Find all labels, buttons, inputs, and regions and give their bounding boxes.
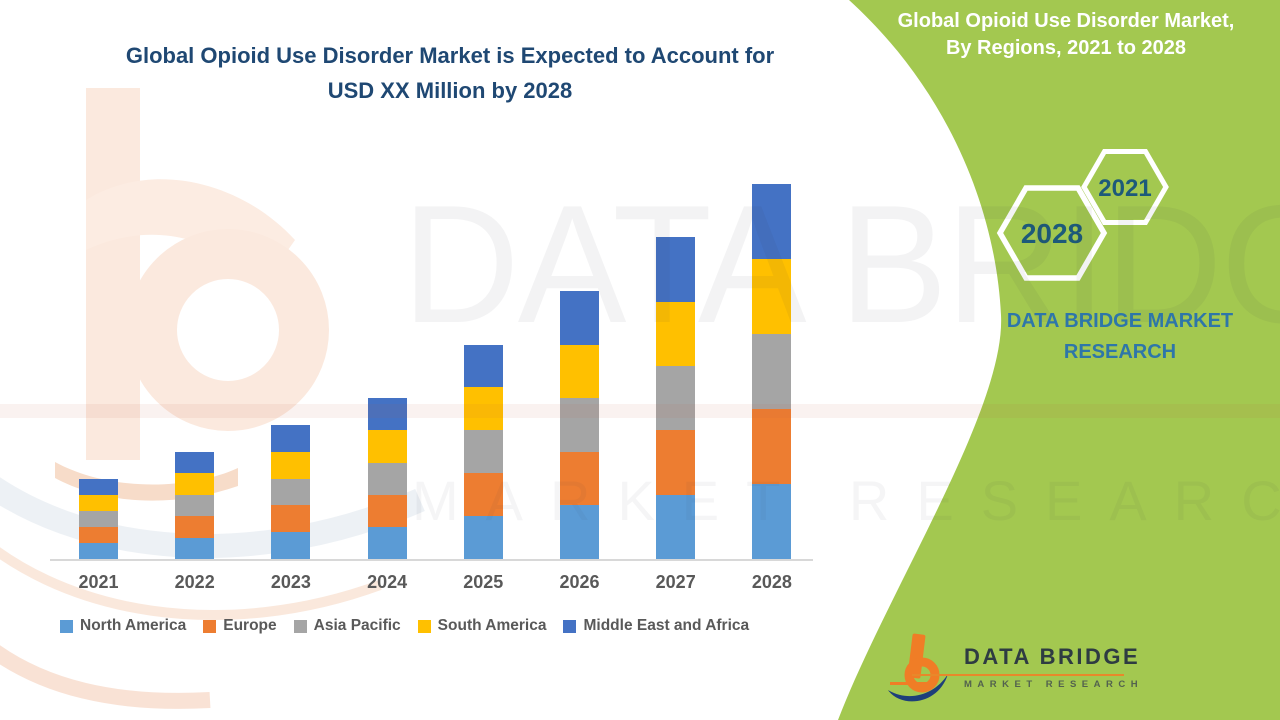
chart-title-line1: Global Opioid Use Disorder Market is Exp…: [125, 43, 775, 68]
legend-swatch-icon: [60, 619, 73, 633]
x-axis-label-2021: 2021: [78, 572, 119, 592]
brand-text-line2: RESEARCH: [1063, 341, 1177, 363]
chart-title-line2: USD XX Million by 2028: [327, 78, 573, 103]
chart-legend: North America Europe Asia Pacific South Ame…: [60, 617, 749, 635]
x-axis-label-2024: 2024: [367, 572, 408, 592]
bar-segment-2027-europe: [656, 430, 696, 495]
bar-segment-2026-north-america: [560, 505, 599, 559]
legend-item-asia-pacific: Asia Pacific: [293, 617, 401, 635]
bar-segment-2026-asia-pacific: [560, 398, 599, 452]
legend-swatch-icon: [293, 619, 307, 633]
data-bridge-b-watermark: [0, 88, 425, 709]
bar-segment-2021-middle-east-and-africa: [79, 478, 118, 495]
legend-swatch-icon: [203, 619, 217, 633]
logo-rule: [912, 674, 1124, 676]
panel-header-line2: By Regions, 2021 to 2028: [945, 37, 1187, 59]
bar-segment-2023-asia-pacific: [271, 478, 311, 506]
data-bridge-logo-icon: [888, 633, 948, 702]
bar-segment-2027-south-america: [656, 301, 696, 367]
bar-segment-2027-north-america: [656, 494, 696, 559]
bar-segment-2023-europe: [271, 505, 311, 533]
bar-segment-2023-south-america: [271, 451, 311, 479]
legend-label: Middle East and Africa: [583, 617, 750, 634]
year-hexagons: 2021 2028: [996, 149, 1169, 281]
panel-header: Global Opioid Use Disorder Market, By Re…: [856, 8, 1276, 62]
bar-segment-2025-north-america: [463, 516, 503, 559]
legend-swatch-icon: [563, 619, 577, 633]
legend-label: South America: [437, 617, 547, 634]
x-axis-label-2022: 2022: [174, 572, 215, 592]
logo-subtitle: MARKET RESEARCH: [964, 679, 1144, 690]
bar-segment-2021-asia-pacific: [79, 510, 118, 527]
x-axis-label-2025: 2025: [463, 572, 504, 592]
legend-item-middle-east-and-africa: Middle East and Africa: [563, 617, 749, 635]
bar-segment-2026-europe: [560, 451, 599, 506]
bar-segment-2028-europe: [752, 408, 792, 484]
panel-header-line1: Global Opioid Use Disorder Market,: [897, 10, 1235, 32]
hexagon-2021-label: 2021: [1098, 175, 1151, 202]
x-axis-line: [50, 559, 813, 561]
bar-segment-2027-middle-east-and-africa: [656, 237, 696, 302]
legend-item-north-america: North America: [60, 617, 186, 635]
legend-item-europe: Europe: [203, 617, 277, 635]
bar-segment-2023-north-america: [271, 532, 311, 559]
legend-label: Asia Pacific: [313, 617, 401, 634]
x-axis-label-2027: 2027: [655, 572, 696, 592]
bar-segment-2026-middle-east-and-africa: [560, 291, 599, 345]
bar-segment-2024-north-america: [367, 526, 407, 559]
legend-label: North America: [80, 617, 187, 634]
data-bridge-logo: DATA BRIDGE MARKET RESEARCH: [888, 632, 1143, 704]
bar-segment-2028-asia-pacific: [752, 333, 792, 409]
bar-segment-2027-asia-pacific: [656, 366, 696, 431]
bar-segment-2024-south-america: [367, 430, 407, 463]
bar-segment-2025-asia-pacific: [463, 430, 503, 474]
bar-segment-2022-europe: [175, 516, 215, 538]
bar-segment-2028-middle-east-and-africa: [752, 183, 792, 259]
legend-swatch-icon: [417, 619, 431, 633]
bar-segment-2024-europe: [367, 494, 407, 527]
logo-name: DATA BRIDGE: [964, 644, 1141, 669]
legend-label: Europe: [223, 617, 277, 634]
bar-segment-2022-middle-east-and-africa: [175, 451, 215, 474]
hexagon-2028-label: 2028: [1021, 218, 1083, 249]
bar-segment-2022-north-america: [175, 537, 215, 559]
x-axis-label-2026: 2026: [559, 572, 600, 592]
bar-segment-2021-south-america: [79, 494, 118, 511]
bar-segment-2026-south-america: [560, 344, 599, 399]
legend-item-south-america: South America: [417, 617, 547, 635]
bar-segment-2022-south-america: [175, 473, 215, 495]
bar-segment-2025-middle-east-and-africa: [463, 344, 503, 388]
bar-segment-2024-asia-pacific: [367, 462, 407, 495]
bar-segment-2025-europe: [463, 473, 503, 517]
bar-segment-2021-europe: [79, 526, 118, 543]
bar-segment-2021-north-america: [79, 542, 118, 559]
bar-segment-2028-north-america: [752, 483, 792, 559]
bar-segment-2028-south-america: [752, 258, 792, 334]
bar-segment-2024-middle-east-and-africa: [367, 398, 407, 431]
bar-segment-2023-middle-east-and-africa: [271, 425, 311, 452]
x-axis-label-2028: 2028: [751, 572, 792, 592]
brand-text-line1: DATA BRIDGE MARKET: [1006, 310, 1234, 332]
bar-segment-2025-south-america: [463, 387, 503, 431]
bar-segment-2022-asia-pacific: [175, 494, 215, 517]
brand-text: DATA BRIDGE MARKET RESEARCH: [960, 306, 1280, 368]
chart-title: Global Opioid Use Disorder Market is Exp…: [70, 38, 830, 108]
x-axis-label-2023: 2023: [270, 572, 311, 592]
